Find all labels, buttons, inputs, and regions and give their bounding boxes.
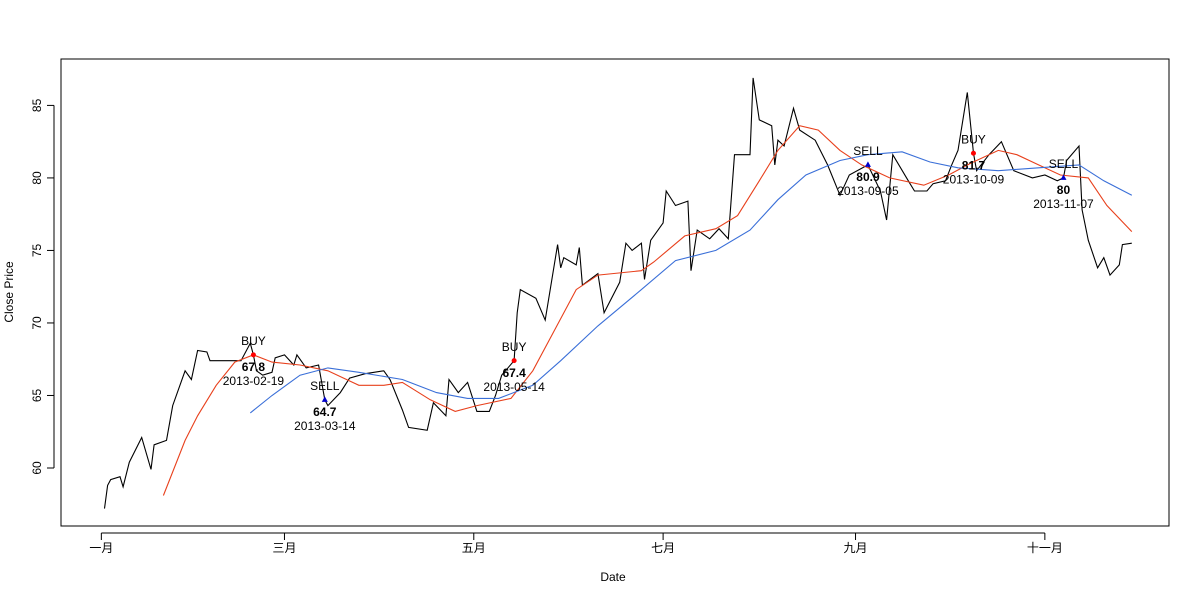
buy-marker	[970, 150, 976, 156]
date-label: 2013-02-19	[223, 374, 285, 388]
price-line	[249, 151, 1133, 414]
price-label: 80	[1057, 183, 1071, 197]
plot-frame	[60, 58, 1170, 527]
date-label: 2013-05-14	[483, 380, 545, 394]
y-tick-label: 70	[30, 316, 44, 330]
x-tick-label: 七月	[651, 541, 675, 555]
y-tick-label: 85	[30, 98, 44, 112]
signal-label: BUY	[961, 132, 986, 146]
date-label: 2013-09-05	[837, 184, 899, 198]
price-line	[162, 125, 1133, 496]
signal-label: SELL	[1049, 157, 1079, 171]
sell-marker	[864, 161, 871, 167]
y-tick-label: 60	[30, 461, 44, 475]
price-label: 80.9	[856, 170, 880, 184]
y-axis-label: Close Price	[2, 261, 16, 323]
x-axis-label: Date	[600, 570, 626, 584]
x-tick-label: 一月	[89, 541, 113, 555]
x-tick-label: 五月	[462, 541, 486, 555]
price-label: 67.4	[502, 366, 526, 380]
price-label: 81.7	[962, 158, 986, 172]
date-label: 2013-10-09	[943, 172, 1005, 186]
signal-label: BUY	[502, 340, 527, 354]
signal-label: BUY	[241, 334, 266, 348]
signal-label: SELL	[310, 379, 340, 393]
y-tick-label: 75	[30, 243, 44, 257]
price-line	[103, 77, 1132, 509]
y-tick-label: 65	[30, 388, 44, 402]
price-label: 67.8	[242, 360, 266, 374]
price-label: 64.7	[313, 405, 337, 419]
buy-marker	[250, 352, 256, 358]
x-tick-label: 三月	[272, 541, 296, 555]
sell-marker	[1060, 174, 1067, 180]
date-label: 2013-03-14	[294, 419, 356, 433]
x-tick-label: 九月	[844, 541, 868, 555]
signal-label: SELL	[853, 144, 883, 158]
x-tick-label: 十一月	[1027, 541, 1063, 555]
date-label: 2013-11-07	[1033, 197, 1094, 211]
y-tick-label: 80	[30, 171, 44, 185]
buy-marker	[511, 358, 517, 364]
sell-marker	[321, 396, 328, 402]
